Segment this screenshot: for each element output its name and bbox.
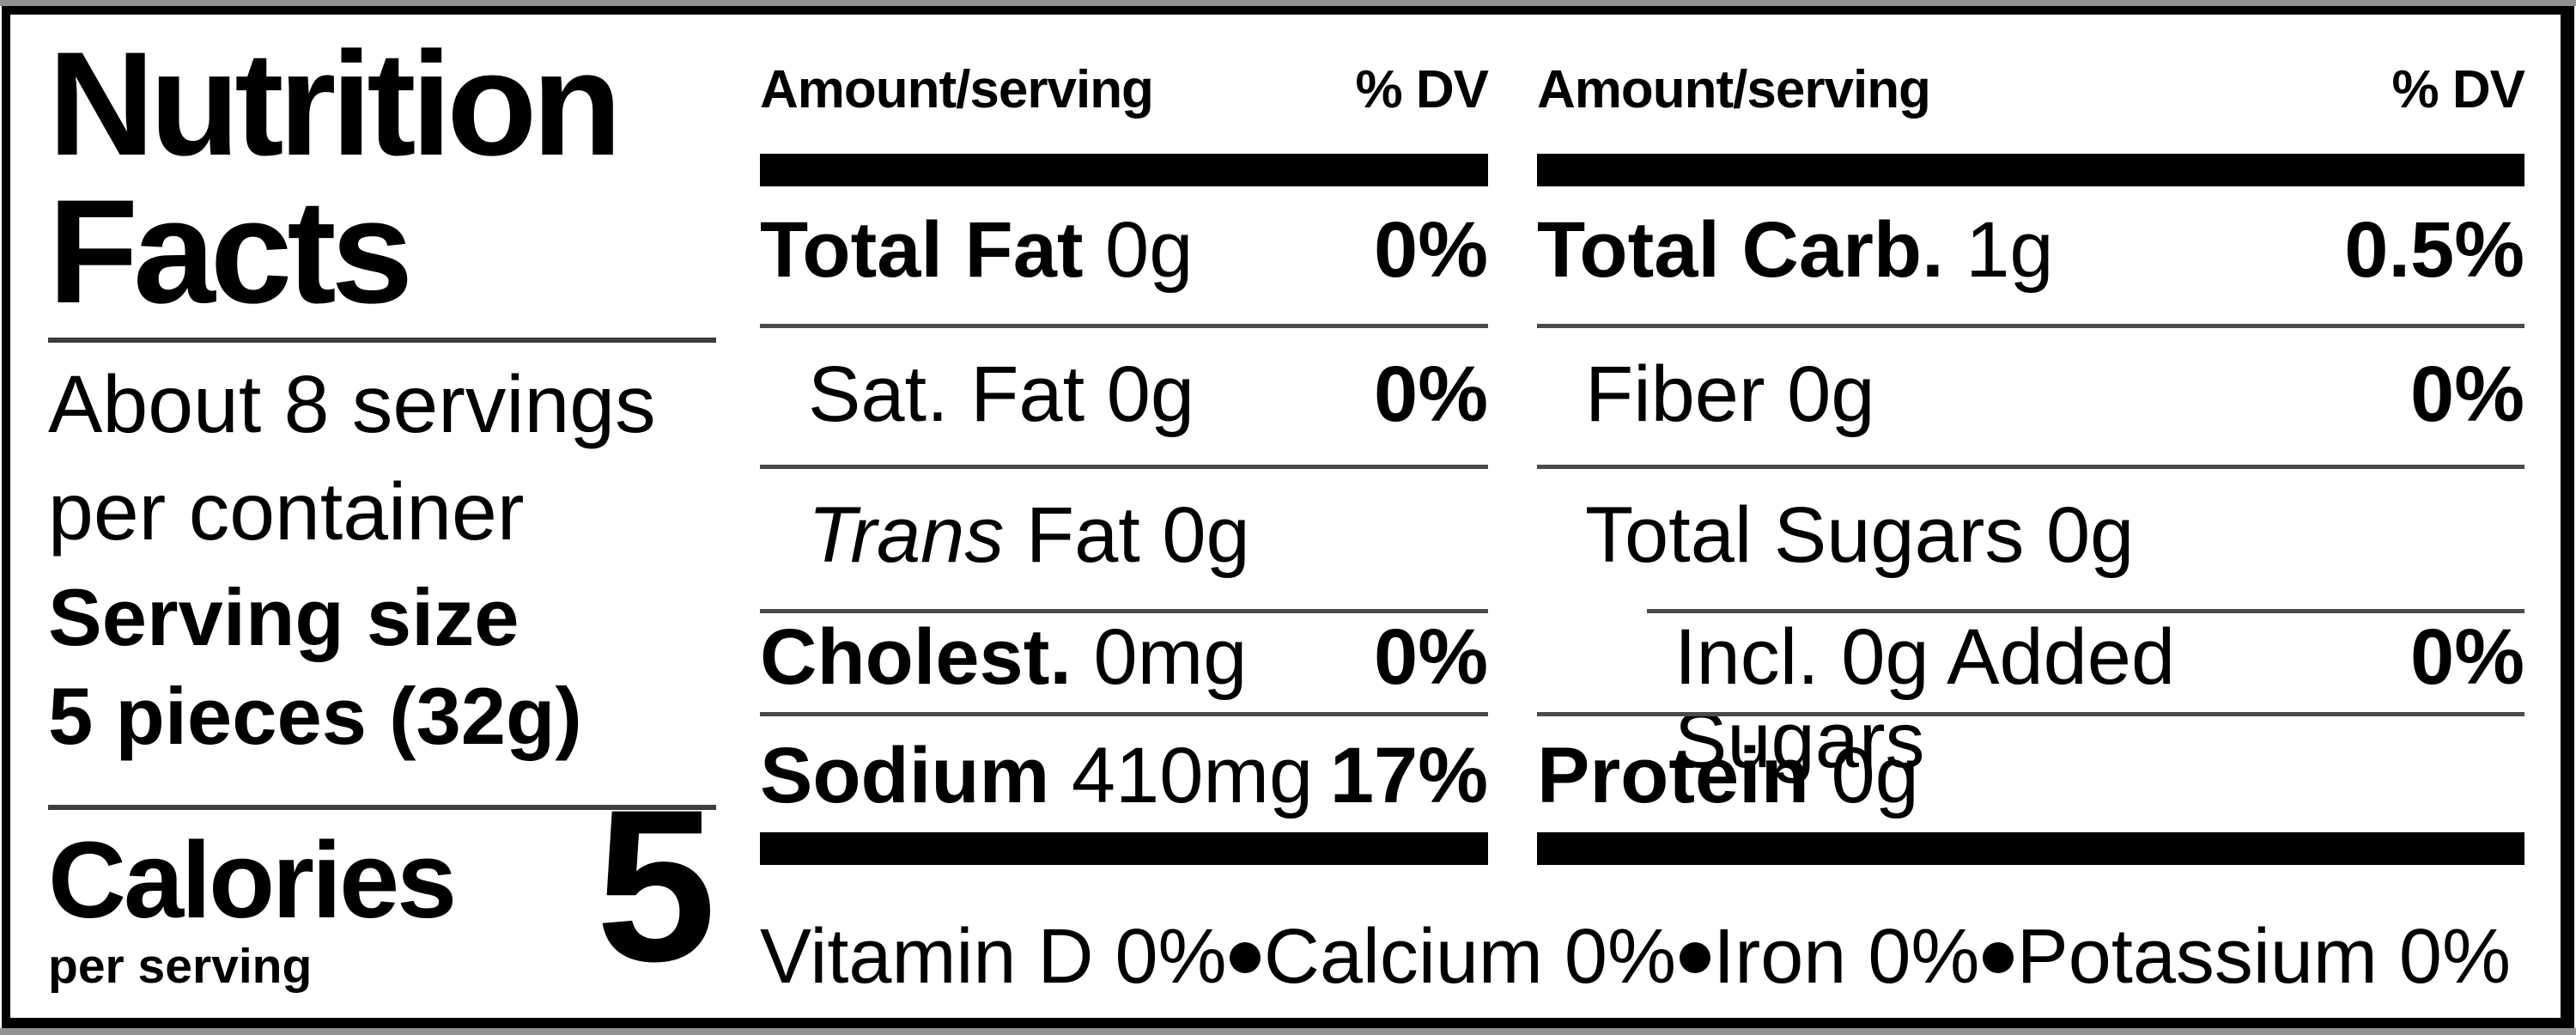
left-rule-2 <box>48 805 716 810</box>
column-2-header-amount: Amount/serving <box>1537 60 1931 119</box>
nutrient-row-total-sugars: Total Sugars 0g <box>1585 491 2135 579</box>
section-bar <box>1537 832 2524 865</box>
photo-edge-top <box>0 0 2576 6</box>
column-1-header-dv: % DV <box>1355 60 1489 119</box>
nutrient-column-1: Amount/serving % DV Total Fat 0g 0% Sat.… <box>760 15 1489 1018</box>
column-1-header: Amount/serving % DV <box>760 59 1489 120</box>
column-2-header-dv: % DV <box>2391 60 2525 119</box>
nutrient-column-2: Amount/serving % DV Total Carb. 1g 0.5% … <box>1537 15 2525 1018</box>
dv-value: 17% <box>1329 732 1488 819</box>
row-rule <box>760 465 1488 469</box>
serving-size-value: 5 pieces (32g) <box>48 670 582 761</box>
row-rule <box>760 609 1488 613</box>
dv-value: 0% <box>2410 350 2524 438</box>
servings-per-container: About 8 servings per container <box>48 351 656 567</box>
serving-size-label: Serving size <box>48 572 519 662</box>
row-rule <box>760 324 1488 328</box>
section-bar <box>760 154 1488 186</box>
dv-value: 0% <box>1374 350 1488 438</box>
nutrient-row-sat-fat: Sat. Fat 0g 0% <box>808 350 1488 438</box>
dv-value: 0% <box>1374 206 1488 294</box>
dv-value: 0% <box>2410 613 2524 701</box>
dv-value: 0.5% <box>2344 206 2524 294</box>
serving-size: Serving size 5 pieces (32g) <box>48 569 582 765</box>
title-line-1: Nutrition <box>48 21 622 186</box>
title-line-2: Facts <box>48 169 413 334</box>
section-bar <box>760 832 1488 865</box>
row-rule <box>1537 324 2524 328</box>
micro-potassium: Potassium 0% <box>2016 914 2511 1000</box>
label-title: Nutrition Facts <box>48 21 622 334</box>
left-rule-1 <box>48 338 716 343</box>
section-bar <box>1537 154 2524 186</box>
micro-iron: Iron 0% <box>1713 914 1980 1000</box>
row-rule <box>760 712 1488 716</box>
nutrition-facts-label: Nutrition Facts About 8 servings per con… <box>2 6 2574 1028</box>
calories-value: 5 <box>595 765 716 1007</box>
dv-value: 0% <box>1374 613 1488 701</box>
column-1-header-amount: Amount/serving <box>760 60 1154 119</box>
micro-vitamin-d: Vitamin D 0% <box>760 914 1227 1000</box>
nutrient-row-protein: Protein 0g <box>1537 732 1919 819</box>
nutrient-row-cholesterol: Cholest. 0mg 0% <box>760 613 1488 701</box>
bullet-separator-icon <box>1679 941 1710 973</box>
nutrient-row-fiber: Fiber 0g 0% <box>1585 350 2524 438</box>
bullet-separator-icon <box>1230 941 1261 973</box>
calories-sublabel: per serving <box>48 939 313 994</box>
column-2-header: Amount/serving % DV <box>1537 59 2525 120</box>
nutrient-row-trans-fat: Trans Fat 0g <box>808 491 1250 579</box>
micro-calcium: Calcium 0% <box>1263 914 1676 1000</box>
nutrient-row-total-fat: Total Fat 0g 0% <box>760 206 1488 294</box>
row-rule-indented <box>1647 609 2524 613</box>
nutrient-row-total-carb: Total Carb. 1g 0.5% <box>1537 206 2524 294</box>
servings-line-2: per container <box>48 466 525 558</box>
row-rule <box>1537 712 2524 716</box>
calories-label: Calories <box>48 819 457 941</box>
photo-edge-bottom <box>0 1028 2576 1035</box>
micronutrient-line: Vitamin D 0% Calcium 0% Iron 0% Potassiu… <box>760 913 2511 1002</box>
servings-line-1: About 8 servings <box>48 359 656 450</box>
nutrient-row-sodium: Sodium 410mg 17% <box>760 732 1488 819</box>
bullet-separator-icon <box>1983 941 2014 973</box>
row-rule <box>1537 465 2524 469</box>
